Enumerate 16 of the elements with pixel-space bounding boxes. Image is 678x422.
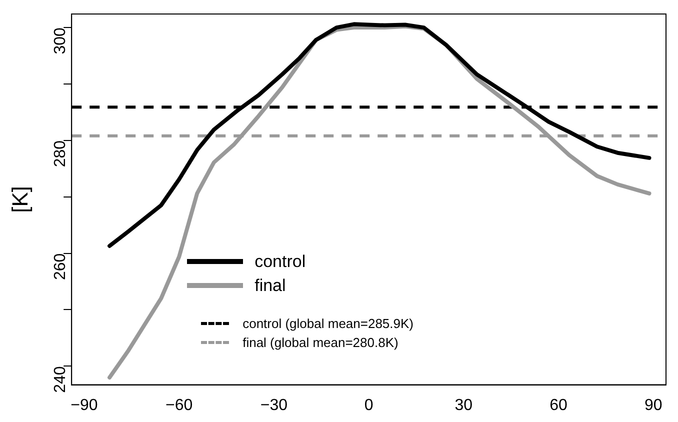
y-tick-label: 260 <box>52 253 70 280</box>
legend-label: control (global mean=285.9K) <box>242 316 414 331</box>
x-tick-label: 0 <box>364 396 374 414</box>
x-tick-label: 90 <box>644 396 662 414</box>
y-tick-label: 240 <box>52 366 70 393</box>
x-tick-label: −30 <box>260 396 288 414</box>
x-tick-label: 60 <box>550 396 568 414</box>
y-tick-label: 280 <box>52 140 70 168</box>
legend-label: control <box>254 252 306 272</box>
legend-label: final (global mean=280.8K) <box>242 334 398 350</box>
x-tick-label: −60 <box>166 396 193 414</box>
y-axis-title: [K] <box>7 186 32 213</box>
x-tick-label: 30 <box>454 396 473 414</box>
x-tick-label: −90 <box>70 396 98 414</box>
legend-label: final <box>254 276 286 296</box>
y-tick-label: 300 <box>52 27 70 54</box>
